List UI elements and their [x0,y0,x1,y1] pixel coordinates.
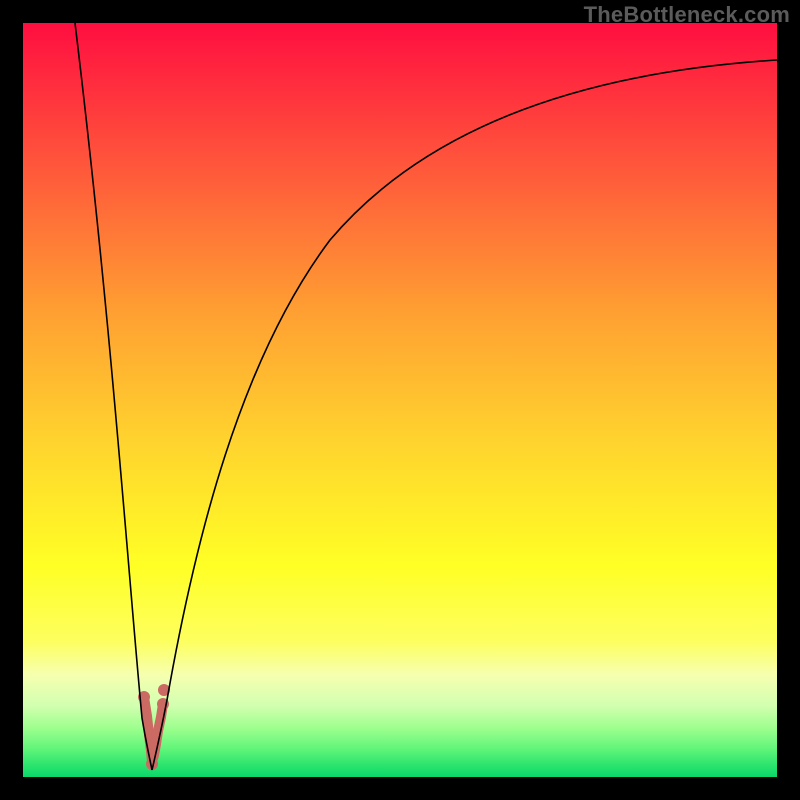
chart-stage: TheBottleneck.com [0,0,800,800]
chart-svg [0,0,800,800]
chart-gradient-area [23,23,777,777]
